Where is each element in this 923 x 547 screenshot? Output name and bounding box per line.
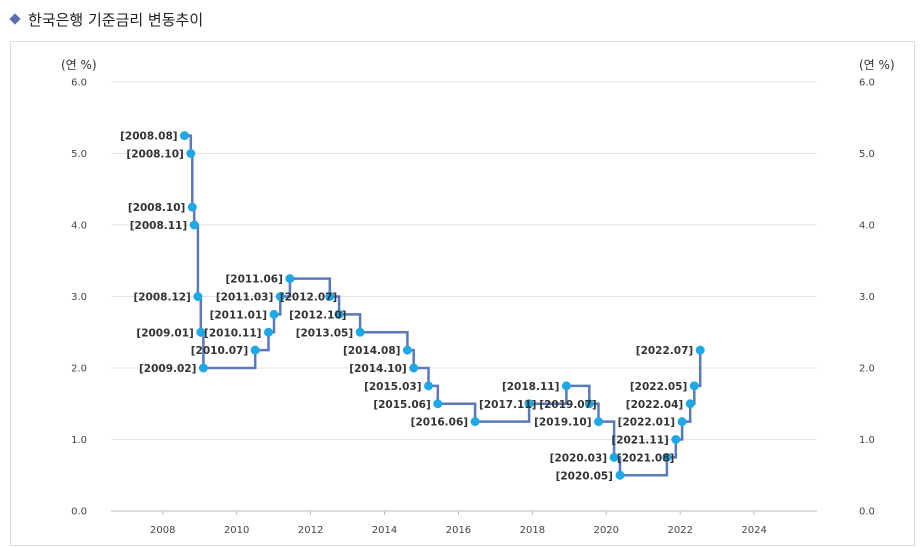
data-point xyxy=(263,327,273,337)
data-point-label: [2020.03] xyxy=(550,452,607,464)
y-tick-label-right: 0.0 xyxy=(859,507,875,518)
data-point-label: [2008.10] xyxy=(126,149,183,161)
data-point xyxy=(433,399,443,409)
data-point xyxy=(269,309,279,319)
data-point xyxy=(615,470,625,480)
data-point xyxy=(584,399,594,409)
data-point xyxy=(470,417,480,427)
data-point-label: [2010.11] xyxy=(204,327,261,339)
data-point xyxy=(609,452,619,462)
data-point-label: [2008.11] xyxy=(130,220,187,232)
data-point-label: [2021.11] xyxy=(611,435,668,447)
y-tick-label-left: 3.0 xyxy=(71,292,87,303)
data-point xyxy=(180,131,190,141)
x-tick-label: 2010 xyxy=(224,525,249,536)
y-tick-label-left: 1.0 xyxy=(71,435,87,446)
chart-header: 한국은행 기준금리 변동추이 xyxy=(8,6,203,32)
data-point xyxy=(671,435,681,444)
data-point-label: [2022.05] xyxy=(630,381,687,393)
data-point-label: [2013.05] xyxy=(296,327,353,339)
data-point-label: [2022.01] xyxy=(618,417,675,429)
data-point-label: [2014.08] xyxy=(343,345,400,357)
data-point xyxy=(285,274,295,284)
data-point-label: [2011.06] xyxy=(225,274,282,286)
data-point-label: [2008.10] xyxy=(128,202,185,214)
x-tick-label: 2012 xyxy=(298,525,323,536)
data-point xyxy=(186,149,196,158)
x-tick-label: 2014 xyxy=(372,525,397,536)
x-tick-label: 2008 xyxy=(150,525,175,536)
x-tick-label: 2018 xyxy=(520,525,545,536)
data-point xyxy=(524,399,534,409)
data-point xyxy=(695,345,705,355)
y-tick-label-left: 2.0 xyxy=(71,364,87,375)
data-point xyxy=(685,399,695,409)
data-point xyxy=(355,327,365,337)
axes: (연 %) (연 %) 0.0 0.0 1.0 1.0 2.0 2.0 3.0 3.0 4.0 4… xyxy=(61,58,895,536)
data-point-label: [2017.11] xyxy=(479,399,536,411)
data-point-label: [2015.03] xyxy=(364,381,421,393)
data-point xyxy=(402,345,412,355)
data-point xyxy=(189,220,199,230)
data-point-label: [2009.02] xyxy=(139,363,196,375)
rate-chart: (연 %) (연 %) 0.0 0.0 1.0 1.0 2.0 2.0 3.0 3.0 4.0 4… xyxy=(61,58,895,536)
data-point xyxy=(424,381,434,391)
data-point-label: [2012.07] xyxy=(280,292,337,304)
y-tick-label-left: 4.0 xyxy=(71,221,87,232)
point-labels: [2008.08] [2008.10] [2008.10] [2008.11] [200… xyxy=(120,131,693,483)
data-point xyxy=(689,381,699,391)
data-point xyxy=(198,363,208,373)
y-unit-right: (연 %) xyxy=(859,58,895,72)
y-tick-label-left: 5.0 xyxy=(71,149,87,160)
y-unit-left: (연 %) xyxy=(61,58,97,72)
data-point xyxy=(193,292,203,301)
data-point-label: [2016.06] xyxy=(411,417,468,429)
y-tick-label-right: 2.0 xyxy=(859,364,875,375)
chart-panel: (연 %) (연 %) 0.0 0.0 1.0 1.0 2.0 2.0 3.0 3.0 4.0 4… xyxy=(10,41,915,546)
data-point xyxy=(334,309,344,319)
data-point xyxy=(187,202,197,212)
data-point-label: [2015.06] xyxy=(373,399,430,411)
y-tick-label-right: 1.0 xyxy=(859,435,875,446)
data-point-label: [2020.05] xyxy=(556,470,613,482)
data-point-label: [2022.07] xyxy=(636,345,693,357)
data-point xyxy=(409,363,419,373)
y-tick-label-right: 3.0 xyxy=(859,292,875,303)
data-point-label: [2011.03] xyxy=(216,292,273,304)
data-point-label: [2019.10] xyxy=(534,417,591,429)
x-tick-label: 2020 xyxy=(594,525,619,536)
y-tick-label-right: 6.0 xyxy=(859,78,875,89)
x-tick-label: 2016 xyxy=(446,525,471,536)
data-point-label: [2010.07] xyxy=(191,345,248,357)
data-point-label: [2019.07] xyxy=(539,399,596,411)
data-point-label: [2008.08] xyxy=(120,131,177,143)
x-tick-label: 2024 xyxy=(741,525,766,536)
data-point-label: [2009.01] xyxy=(136,327,193,339)
data-point-label: [2008.12] xyxy=(133,292,190,304)
x-tick-label: 2022 xyxy=(668,525,693,536)
page-title: 한국은행 기준금리 변동추이 xyxy=(28,10,204,29)
rate-series xyxy=(180,131,705,480)
data-point xyxy=(677,417,687,427)
y-tick-label-left: 0.0 xyxy=(71,507,87,518)
data-point-label: [2014.10] xyxy=(349,363,406,375)
data-point xyxy=(275,292,285,301)
y-tick-label-right: 4.0 xyxy=(859,221,875,232)
y-tick-label-right: 5.0 xyxy=(859,149,875,160)
data-point-label: [2011.01] xyxy=(210,309,267,321)
data-point xyxy=(196,327,206,337)
data-point-label: [2018.11] xyxy=(502,381,559,393)
data-point xyxy=(561,381,571,391)
data-point xyxy=(594,417,604,427)
data-point-label: [2021.08] xyxy=(617,452,674,464)
data-point-label: [2012.10] xyxy=(289,309,346,321)
data-point xyxy=(250,345,260,355)
y-tick-label-left: 6.0 xyxy=(71,78,87,89)
diamond-bullet-icon xyxy=(9,13,21,25)
data-point xyxy=(325,292,335,301)
data-point-label: [2022.04] xyxy=(626,399,683,411)
data-point xyxy=(662,452,672,462)
